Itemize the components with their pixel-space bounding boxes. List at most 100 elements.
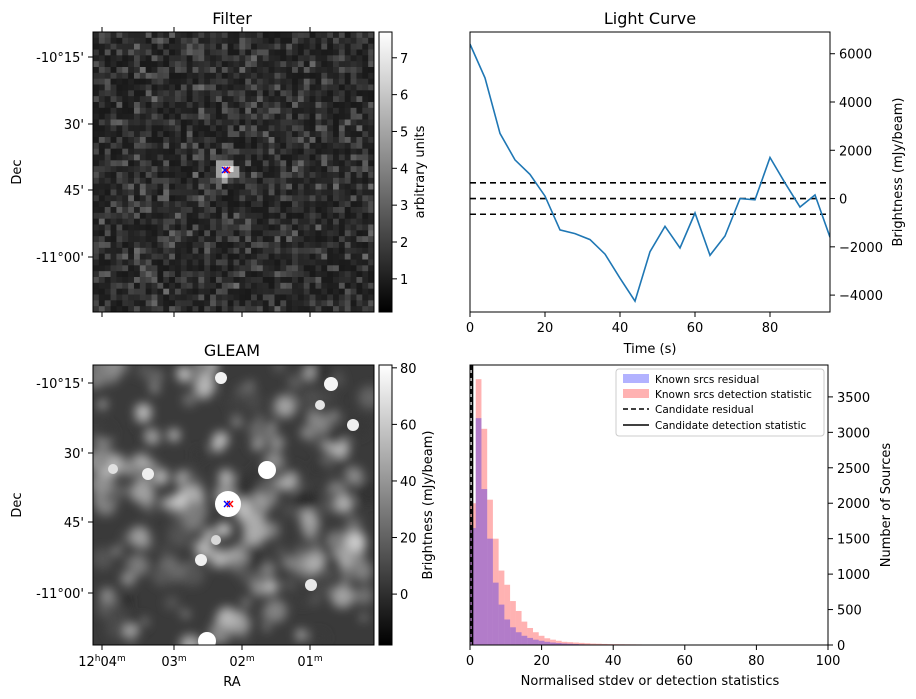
filter-pixel: [151, 166, 158, 173]
filter-pixel: [256, 288, 264, 295]
filter-pixel: [93, 189, 100, 196]
filter-pixel: [327, 236, 334, 243]
filter-pixel: [280, 172, 287, 179]
filter-pixel: [268, 61, 275, 68]
gleam-colorbar-gradient: [378, 364, 393, 646]
filter-pixel: [268, 78, 275, 85]
filter-pixel: [344, 107, 351, 115]
filter-pixel: [251, 148, 258, 155]
filter-pixel: [338, 183, 346, 190]
filter-pixel: [174, 177, 182, 185]
filter-pixel: [122, 212, 129, 220]
filter-pixel: [286, 84, 293, 91]
filter-pixel: [139, 282, 147, 290]
filter-pixel: [303, 84, 310, 91]
filter-marker-blue-b: [221, 166, 229, 174]
filter-pixel: [280, 102, 287, 109]
filter-pixel: [104, 172, 111, 179]
filter-pixel: [362, 107, 369, 115]
filter-pixel: [297, 90, 305, 97]
filter-pixel: [251, 160, 258, 167]
histogram-bar: [584, 643, 591, 645]
filter-pixel: [192, 125, 199, 132]
filter-pixel: [157, 160, 164, 167]
filter-pixel: [98, 253, 106, 260]
light-curve-xtick-label: 20: [537, 321, 554, 336]
filter-pixel: [333, 49, 340, 56]
filter-pixel: [338, 172, 346, 179]
filter-yticks: -10°15'30'45'-11°00': [36, 51, 93, 266]
filter-pixel: [192, 259, 199, 266]
filter-pixel: [192, 253, 199, 260]
filter-pixel: [186, 125, 193, 132]
filter-pixel: [262, 96, 270, 103]
filter-pixel: [251, 212, 258, 220]
filter-pixel: [122, 61, 129, 68]
filter-pixel: [210, 125, 217, 132]
filter-candidate-marker: [221, 166, 231, 174]
filter-pixel: [292, 230, 299, 237]
filter-pixel: [268, 183, 275, 190]
filter-pixel: [368, 189, 375, 196]
filter-pixel: [145, 172, 152, 179]
filter-pixel: [362, 247, 369, 255]
filter-pixel: [292, 288, 299, 295]
filter-pixel: [186, 137, 193, 144]
filter-pixel: [151, 306, 158, 313]
filter-pixel: [297, 131, 305, 138]
filter-pixel: [122, 306, 129, 313]
filter-pixel: [174, 32, 182, 39]
filter-pixel: [344, 72, 351, 80]
filter-pixel: [163, 212, 170, 220]
filter-pixel: [110, 90, 117, 97]
filter-pixel: [333, 306, 340, 313]
filter-pixel: [251, 253, 258, 260]
filter-pixel: [116, 78, 123, 85]
filter-pixel: [309, 32, 316, 39]
gleam-source: [195, 554, 207, 566]
filter-pixel: [338, 218, 346, 225]
filter-pixel: [350, 277, 357, 284]
gleam-noise-blob: [167, 428, 181, 442]
filter-pixel: [93, 125, 100, 132]
gleam-noise-blob: [145, 429, 160, 444]
filter-pixel: [268, 84, 275, 91]
filter-pixel: [303, 37, 310, 45]
filter-pixel: [133, 125, 141, 132]
filter-pixel: [321, 201, 328, 208]
gleam-noise-blob: [99, 399, 108, 408]
filter-pixel: [274, 242, 281, 249]
filter-pixel: [286, 282, 293, 290]
gleam-yticks: -10°15'30'45'-11°00': [36, 377, 93, 602]
filter-pixel: [128, 300, 135, 307]
filter-pixel: [192, 113, 199, 120]
filter-pixel: [350, 230, 357, 237]
filter-pixel: [262, 125, 270, 132]
filter-pixel: [338, 166, 346, 173]
filter-pixel: [169, 160, 176, 167]
filter-pixel: [98, 224, 106, 231]
filter-pixel: [321, 96, 328, 103]
filter-pixel: [139, 49, 147, 56]
filter-pixel: [180, 277, 188, 284]
filter-pixel: [303, 253, 310, 260]
gleam-noise-blob: [335, 494, 354, 513]
filter-pixel: [215, 218, 223, 225]
filter-pixel: [210, 236, 217, 243]
filter-pixel: [239, 177, 246, 185]
filter-pixel: [128, 142, 135, 150]
gleam-noise-blob: [216, 607, 238, 629]
gleam-noise-blob: [128, 526, 150, 548]
filter-pixel: [104, 271, 111, 278]
filter-pixel: [362, 300, 369, 307]
filter-pixel: [256, 125, 264, 132]
filter-pixel: [239, 300, 246, 307]
filter-pixel: [309, 253, 316, 260]
filter-pixel: [280, 247, 287, 255]
filter-pixel: [350, 183, 357, 190]
gleam-ytick-label: 45': [64, 516, 84, 531]
filter-pixel: [104, 137, 111, 144]
filter-pixel: [151, 183, 158, 190]
filter-pixel: [110, 236, 117, 243]
